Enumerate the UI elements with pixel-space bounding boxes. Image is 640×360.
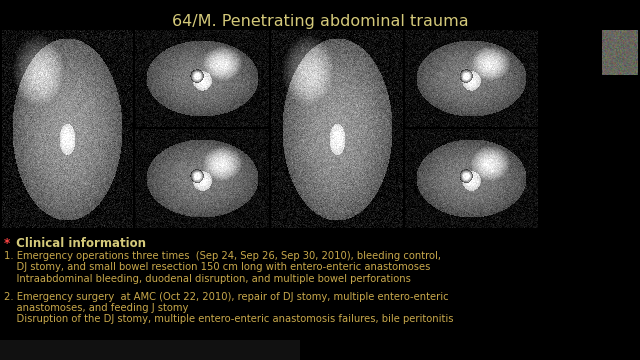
Text: 1. Emergency operations three times  (Sep 24, Sep 26, Sep 30, 2010), bleeding co: 1. Emergency operations three times (Sep… [4, 251, 441, 261]
Text: Clinical information: Clinical information [12, 237, 146, 250]
FancyBboxPatch shape [0, 340, 300, 360]
Text: DJ stomy, and small bowel resection 150 cm long with entero-enteric anastomoses: DJ stomy, and small bowel resection 150 … [4, 262, 430, 273]
Text: 2. Emergency surgery  at AMC (Oct 22, 2010), repair of DJ stomy, multiple entero: 2. Emergency surgery at AMC (Oct 22, 201… [4, 292, 449, 302]
Text: anastomoses, and feeding J stomy: anastomoses, and feeding J stomy [4, 303, 188, 313]
FancyBboxPatch shape [0, 228, 640, 236]
Text: *: * [4, 237, 10, 250]
Text: 64/M. Penetrating abdominal trauma: 64/M. Penetrating abdominal trauma [172, 14, 468, 29]
Text: Disruption of the DJ stomy, multiple entero-enteric anastomosis failures, bile p: Disruption of the DJ stomy, multiple ent… [4, 315, 454, 324]
Text: Intraabdominal bleeding, duodenal disruption, and multiple bowel perforations: Intraabdominal bleeding, duodenal disrup… [4, 274, 411, 284]
